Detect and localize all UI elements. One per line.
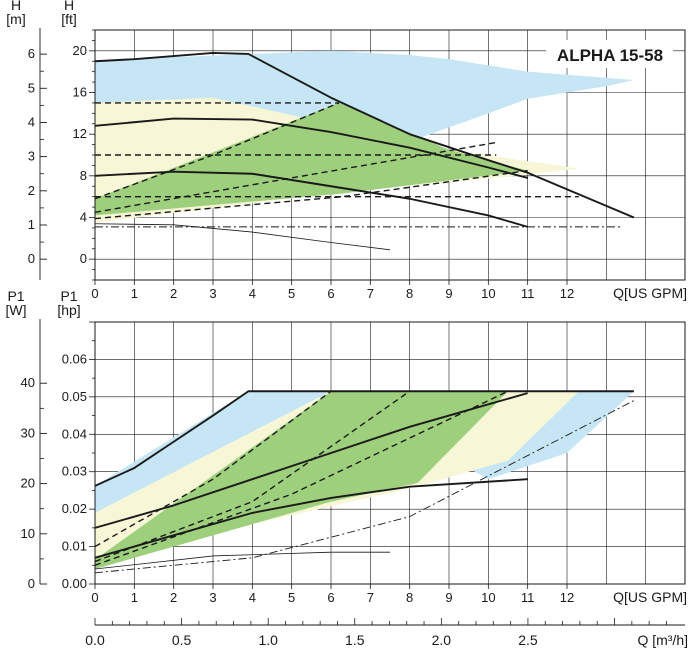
head-ytick-label: 20 bbox=[73, 43, 87, 58]
power-left-tick-label: 0 bbox=[28, 576, 35, 591]
power-left-tick-label: 10 bbox=[21, 526, 35, 541]
flow-m3h-axis: 0.0 0.5 1.0 1.5 2.0 2.5 Q [m³/h] bbox=[85, 618, 688, 648]
power-ytick-label: 0.02 bbox=[62, 501, 87, 516]
power-series-line bbox=[95, 392, 528, 529]
power-xtick-label: 5 bbox=[288, 590, 295, 605]
m3h-axis-label: Q [m³/h] bbox=[637, 632, 688, 648]
head-left-tick-label: 5 bbox=[28, 80, 35, 95]
power-series-line bbox=[95, 390, 332, 548]
head-series-line bbox=[95, 169, 528, 220]
power-xtick-label: 12 bbox=[560, 590, 574, 605]
power-xtick-label: 3 bbox=[209, 590, 216, 605]
m3h-tick-label: 0.0 bbox=[85, 632, 105, 648]
head-left-tick-label: 0 bbox=[28, 251, 35, 266]
power-xtick-label: 7 bbox=[367, 590, 374, 605]
head-ytick-label: 0 bbox=[80, 251, 87, 266]
head-left-title: H bbox=[11, 0, 21, 13]
head-ytick-label: 8 bbox=[80, 168, 87, 183]
power-ytick-label: 0.01 bbox=[62, 539, 87, 554]
head-xtick-label: 4 bbox=[249, 286, 256, 301]
power-ytick-label: 0.06 bbox=[62, 351, 87, 366]
head-xtick-label: 1 bbox=[131, 286, 138, 301]
head-xtick-label: 3 bbox=[209, 286, 216, 301]
head-left-tick-label: 6 bbox=[28, 46, 35, 61]
power-xtick-label: 0 bbox=[91, 590, 98, 605]
head-xtick-label: 9 bbox=[445, 286, 452, 301]
power-xtick-label: 11 bbox=[521, 590, 535, 605]
head-series-line bbox=[95, 102, 340, 200]
head-series-line bbox=[95, 117, 528, 179]
power-chart: 0 1 2 3 4 5 6 7 8 9 10 11 12 Q[US GPM]0.000.010.020.0… bbox=[6, 288, 688, 605]
head-ytick-label: 16 bbox=[73, 85, 87, 100]
head-frame bbox=[94, 29, 686, 281]
power-right-title: P1 bbox=[60, 288, 77, 304]
chart-title: ALPHA 15-58 bbox=[557, 46, 663, 65]
head-left-tick-label: 2 bbox=[28, 183, 35, 198]
power-xtick-label: 9 bbox=[445, 590, 452, 605]
head-xtick-label: 5 bbox=[288, 286, 295, 301]
head-xtick-label: 6 bbox=[327, 286, 334, 301]
m3h-tick-label: 0.5 bbox=[172, 632, 192, 648]
power-ticks: 0 1 2 3 4 5 6 7 8 9 10 11 12 Q[US GPM]0.000.010.020.0… bbox=[6, 288, 688, 605]
m3h-tick-label: 2.5 bbox=[518, 632, 538, 648]
power-areas bbox=[95, 391, 634, 570]
title-box bbox=[546, 40, 673, 68]
m3h-tick-label: 2.0 bbox=[432, 632, 452, 648]
power-left-tick-label: 40 bbox=[21, 375, 35, 390]
power-xtick-label: 2 bbox=[170, 590, 177, 605]
head-xlabel: Q[US GPM] bbox=[613, 285, 687, 301]
head-left-tick-label: 4 bbox=[28, 114, 35, 129]
head-chart: 0 1 2 3 4 5 6 7 8 9 10 11 12 Q[US GPM]048121620012345… bbox=[6, 0, 687, 301]
head-ytick-label: 12 bbox=[73, 126, 87, 141]
head-xtick-label: 12 bbox=[560, 286, 574, 301]
power-ytick-label: 0.00 bbox=[62, 576, 87, 591]
power-left-tick-label: 20 bbox=[21, 476, 35, 491]
head-right-title: H bbox=[64, 0, 74, 13]
power-ytick-label: 0.03 bbox=[62, 464, 87, 479]
power-xlabel: Q[US GPM] bbox=[613, 589, 687, 605]
head-right-unit: [ft] bbox=[61, 11, 77, 27]
power-left-title: P1 bbox=[7, 288, 24, 304]
power-series-line bbox=[95, 390, 634, 487]
m3h-tick-label: 1.0 bbox=[258, 632, 278, 648]
head-left-unit: [m] bbox=[6, 11, 25, 27]
head-series-line bbox=[95, 170, 528, 228]
power-xtick-label: 1 bbox=[131, 590, 138, 605]
power-left-unit: [W] bbox=[6, 302, 27, 318]
power-xtick-label: 10 bbox=[481, 590, 495, 605]
head-xtick-label: 8 bbox=[406, 286, 413, 301]
head-xtick-label: 0 bbox=[91, 286, 98, 301]
head-area-green bbox=[95, 102, 528, 216]
power-ytick-label: 0.04 bbox=[62, 426, 87, 441]
head-series-line bbox=[95, 223, 391, 251]
head-series-line bbox=[95, 51, 635, 219]
head-xtick-label: 10 bbox=[481, 286, 495, 301]
power-xtick-label: 4 bbox=[249, 590, 256, 605]
power-xtick-label: 8 bbox=[406, 590, 413, 605]
head-xtick-label: 7 bbox=[367, 286, 374, 301]
power-left-tick-label: 30 bbox=[21, 425, 35, 440]
power-xtick-label: 6 bbox=[327, 590, 334, 605]
head-xtick-label: 11 bbox=[521, 286, 535, 301]
m3h-tick-label: 1.5 bbox=[345, 632, 365, 648]
head-xtick-label: 2 bbox=[170, 286, 177, 301]
head-curves bbox=[95, 51, 635, 251]
power-frame bbox=[94, 321, 686, 585]
power-series-line bbox=[95, 551, 390, 570]
power-right-unit: [hp] bbox=[57, 302, 80, 318]
power-ytick-label: 0.05 bbox=[62, 389, 87, 404]
head-left-tick-label: 1 bbox=[28, 217, 35, 232]
power-area-green bbox=[95, 391, 508, 570]
head-ytick-label: 4 bbox=[80, 210, 87, 225]
head-ticks: 0 1 2 3 4 5 6 7 8 9 10 11 12 Q[US GPM]048121620012345… bbox=[6, 0, 687, 301]
power-series-line bbox=[95, 478, 528, 559]
power-curves bbox=[95, 390, 635, 574]
head-left-tick-label: 3 bbox=[28, 149, 35, 164]
